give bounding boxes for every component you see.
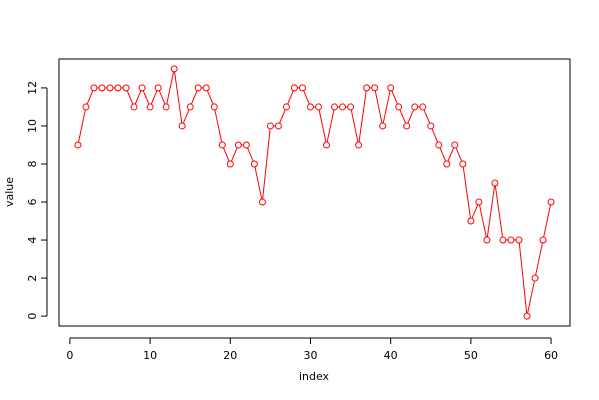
data-point bbox=[90, 84, 98, 92]
data-point bbox=[74, 141, 82, 149]
data-point bbox=[547, 198, 555, 206]
data-point bbox=[114, 84, 122, 92]
data-point bbox=[210, 103, 218, 111]
data-point bbox=[242, 141, 250, 149]
x-tick-label: 20 bbox=[223, 349, 237, 362]
data-point bbox=[98, 84, 106, 92]
data-point bbox=[531, 274, 539, 282]
y-tick-label: 0 bbox=[26, 313, 39, 320]
data-point bbox=[475, 198, 483, 206]
data-point bbox=[130, 103, 138, 111]
data-point bbox=[483, 236, 491, 244]
data-point bbox=[282, 103, 290, 111]
data-point bbox=[218, 141, 226, 149]
data-point bbox=[323, 141, 331, 149]
x-tick-label: 40 bbox=[384, 349, 398, 362]
x-tick-label: 60 bbox=[544, 349, 558, 362]
data-point bbox=[355, 141, 363, 149]
data-point bbox=[122, 84, 130, 92]
data-point bbox=[146, 103, 154, 111]
data-point bbox=[459, 160, 467, 168]
data-point bbox=[379, 122, 387, 130]
data-point bbox=[499, 236, 507, 244]
x-tick-label: 30 bbox=[303, 349, 317, 362]
data-point bbox=[274, 122, 282, 130]
data-point bbox=[411, 103, 419, 111]
data-point bbox=[162, 103, 170, 111]
data-point bbox=[331, 103, 339, 111]
data-point bbox=[170, 65, 178, 73]
data-point bbox=[347, 103, 355, 111]
data-point bbox=[234, 141, 242, 149]
x-tick-label: 50 bbox=[464, 349, 478, 362]
data-point bbox=[427, 122, 435, 130]
y-axis-label: value bbox=[3, 177, 16, 207]
data-point bbox=[539, 236, 547, 244]
x-axis-label: index bbox=[299, 370, 330, 383]
data-point bbox=[523, 312, 531, 320]
y-tick-label: 12 bbox=[26, 81, 39, 95]
data-point bbox=[515, 236, 523, 244]
x-tick-label: 10 bbox=[143, 349, 157, 362]
y-tick-label: 6 bbox=[26, 199, 39, 206]
data-point bbox=[178, 122, 186, 130]
data-point bbox=[106, 84, 114, 92]
data-point bbox=[403, 122, 411, 130]
data-point bbox=[298, 84, 306, 92]
data-point bbox=[395, 103, 403, 111]
data-point bbox=[363, 84, 371, 92]
y-tick-label: 2 bbox=[26, 275, 39, 282]
data-point bbox=[258, 198, 266, 206]
y-tick-label: 4 bbox=[26, 237, 39, 244]
data-point bbox=[202, 84, 210, 92]
data-point bbox=[290, 84, 298, 92]
data-point bbox=[451, 141, 459, 149]
data-point bbox=[154, 84, 162, 92]
data-point bbox=[339, 103, 347, 111]
data-point bbox=[250, 160, 258, 168]
data-point bbox=[443, 160, 451, 168]
data-point bbox=[306, 103, 314, 111]
data-point bbox=[266, 122, 274, 130]
data-point bbox=[507, 236, 515, 244]
plot-box bbox=[58, 58, 571, 327]
data-point bbox=[387, 84, 395, 92]
data-point bbox=[138, 84, 146, 92]
data-point bbox=[315, 103, 323, 111]
data-point bbox=[467, 217, 475, 225]
y-tick-label: 10 bbox=[26, 119, 39, 133]
data-point bbox=[491, 179, 499, 187]
data-point bbox=[82, 103, 90, 111]
data-point bbox=[194, 84, 202, 92]
data-point bbox=[371, 84, 379, 92]
y-tick-label: 8 bbox=[26, 160, 39, 167]
x-tick-label: 0 bbox=[66, 349, 73, 362]
data-point bbox=[419, 103, 427, 111]
data-point bbox=[435, 141, 443, 149]
data-point bbox=[186, 103, 194, 111]
data-point bbox=[226, 160, 234, 168]
